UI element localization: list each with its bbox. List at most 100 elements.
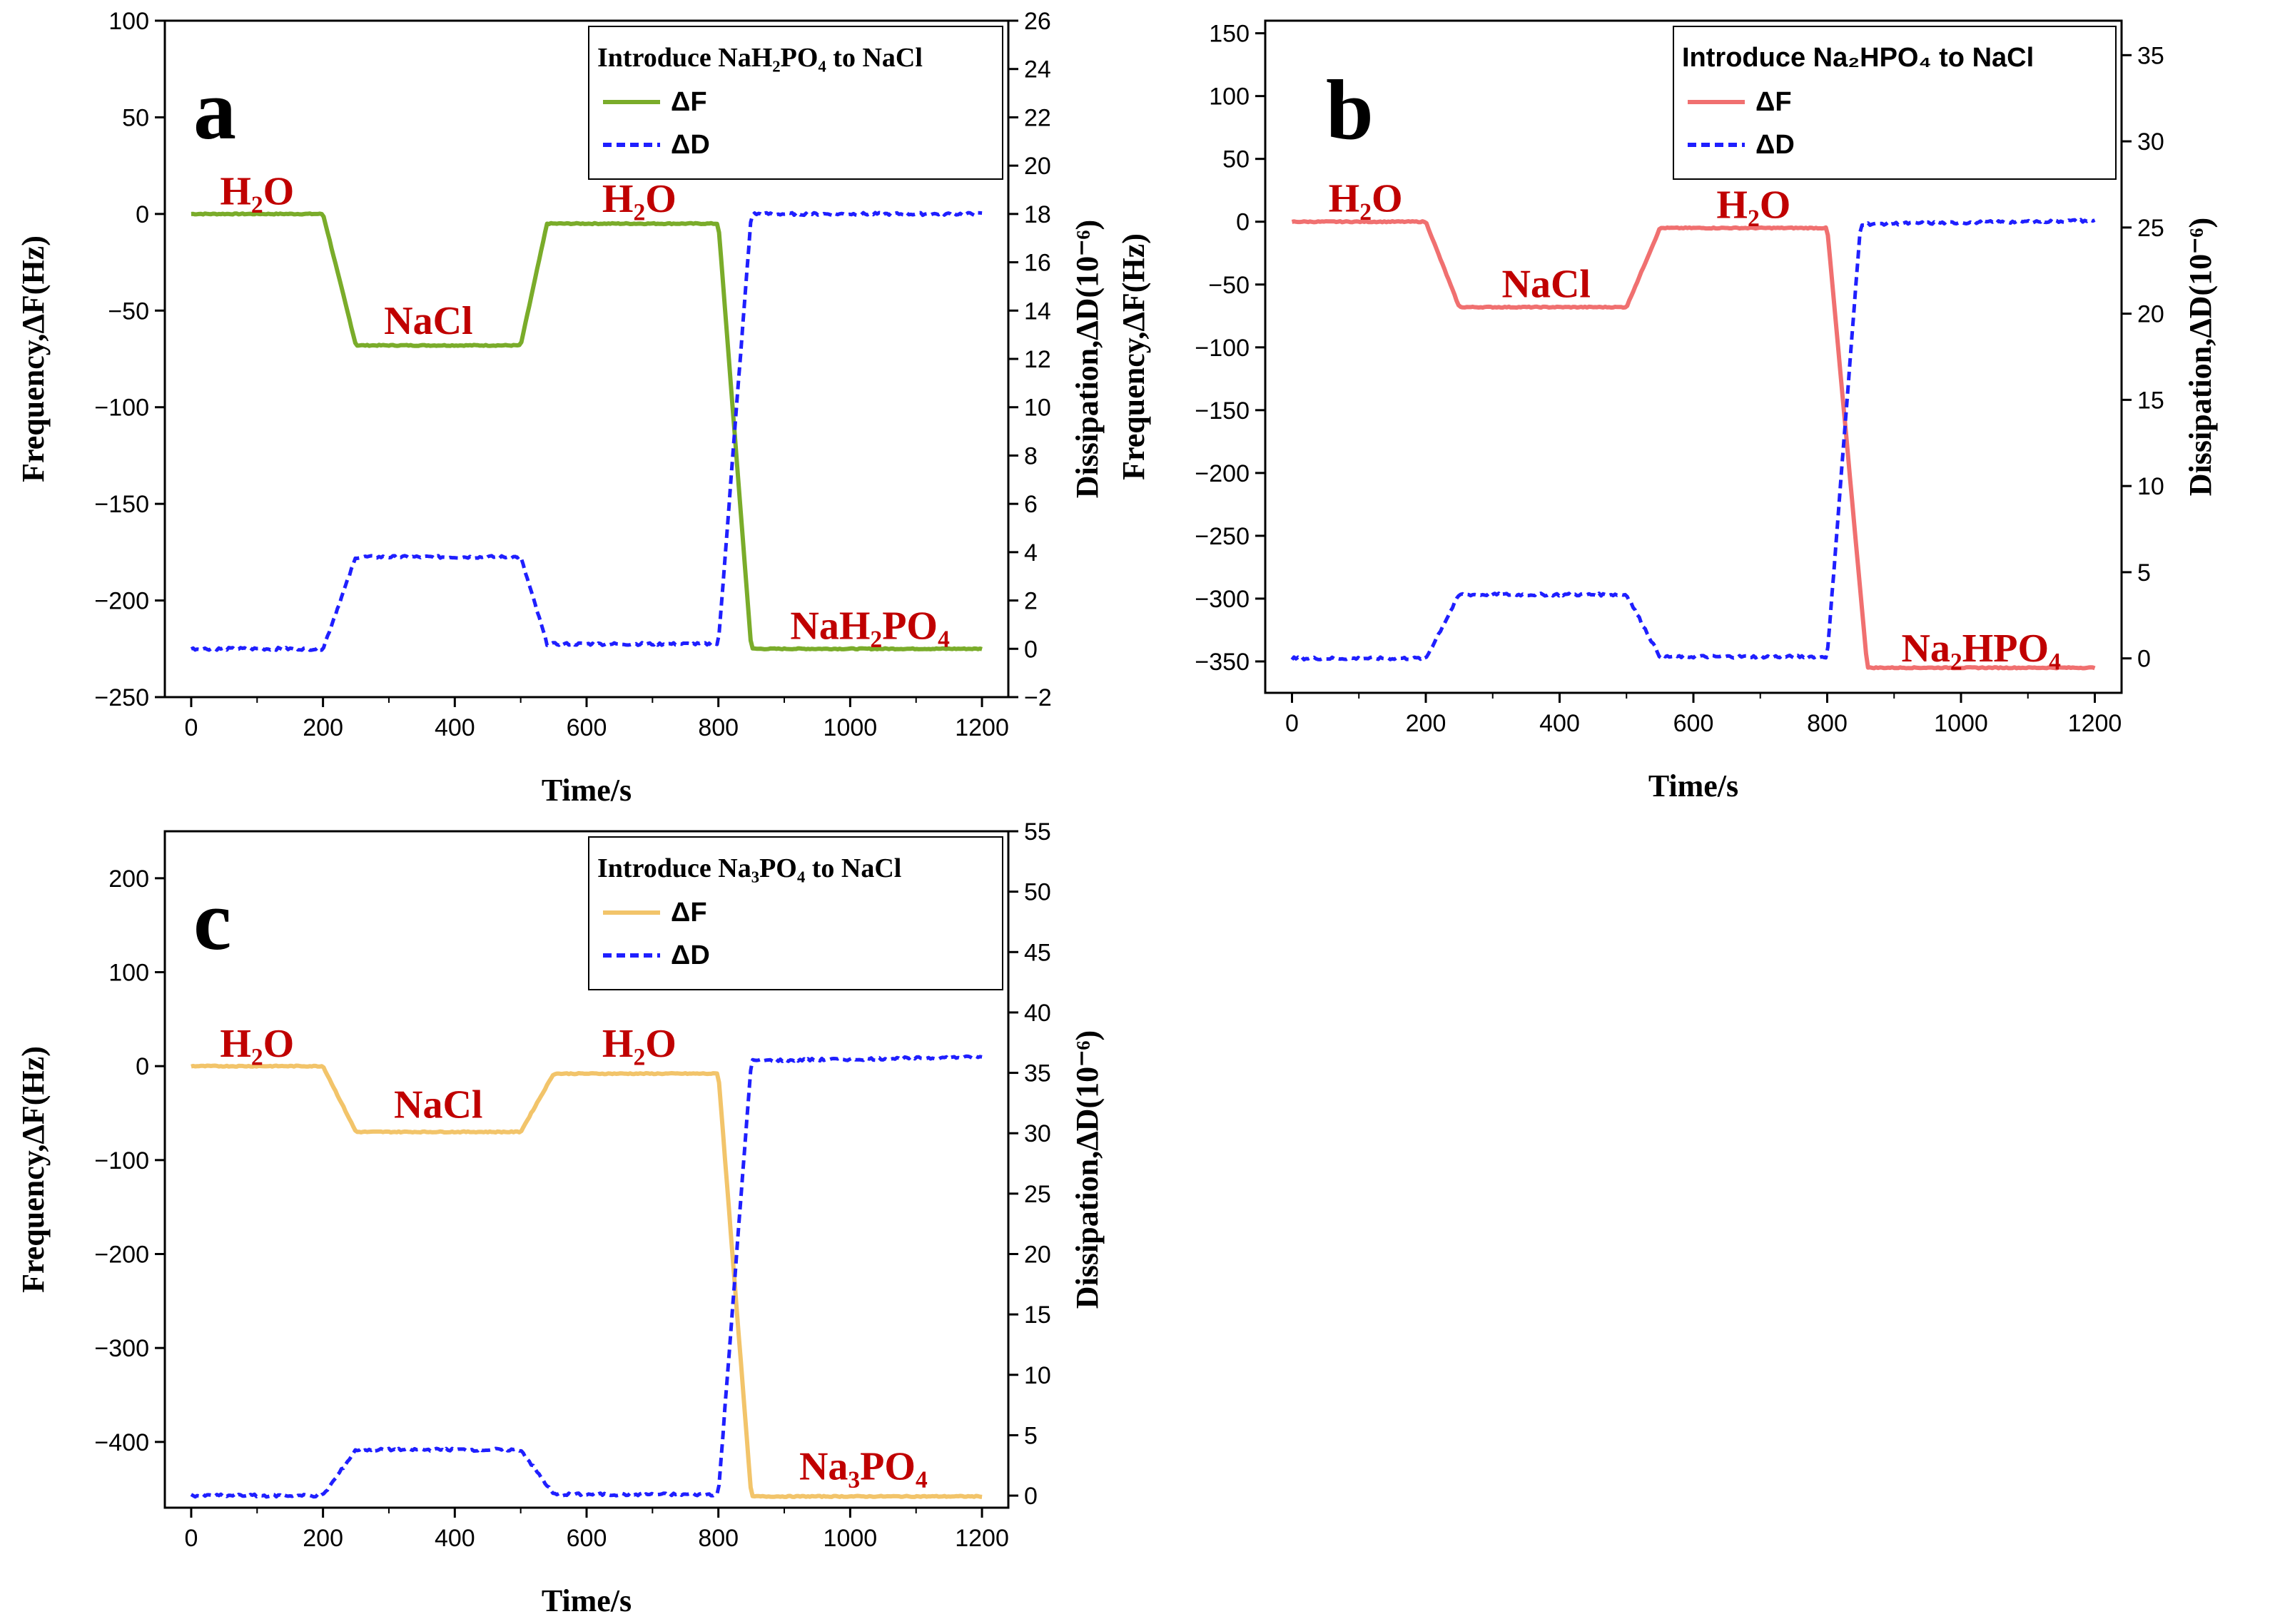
y2-tick-label: 10 <box>2137 473 2164 500</box>
x-tick-label: 600 <box>567 714 607 741</box>
y2-tick-label: −2 <box>1024 684 1052 711</box>
x-tick-label: 200 <box>1406 710 1446 737</box>
x-axis-label: Time/s <box>542 1583 632 1618</box>
y2-tick-label: 16 <box>1024 250 1051 277</box>
legend-box <box>588 836 1003 990</box>
y-tick-label: 0 <box>136 201 149 228</box>
y2-axis-label: Dissipation,ΔD(10⁻⁶) <box>1070 220 1105 498</box>
y2-tick-label: 20 <box>2137 301 2164 328</box>
y-tick-label: 0 <box>1236 209 1250 236</box>
x-tick-label: 400 <box>435 714 475 741</box>
y2-tick-label: 0 <box>2137 646 2151 673</box>
x-tick-label: 1000 <box>824 714 878 741</box>
series-frequency-line <box>1291 219 2096 671</box>
legend-entry: ΔD <box>671 940 710 970</box>
y2-tick-label: 6 <box>1024 491 1038 518</box>
x-tick-label: 1000 <box>1934 710 1988 737</box>
y2-tick-label: 30 <box>1024 1120 1051 1147</box>
x-tick-label: 600 <box>1673 710 1714 737</box>
y-tick-label: 100 <box>108 8 149 35</box>
y-axis-label: Frequency,ΔF(Hz) <box>16 235 51 482</box>
y2-tick-label: 12 <box>1024 346 1051 373</box>
y2-tick-label: 20 <box>1024 1242 1051 1269</box>
legend-title: Introduce Na₃PO₄ to NaCl <box>597 853 901 883</box>
panel-c: 0 200 400 600 800 1000 12002001000−100−200−300… <box>16 818 1105 1618</box>
x-tick-label: 800 <box>1807 710 1848 737</box>
y2-tick-label: 50 <box>1024 879 1051 906</box>
y-tick-label: −300 <box>94 1335 149 1362</box>
y-tick-label: −200 <box>1195 460 1250 487</box>
panel-letter: b <box>1326 62 1374 157</box>
y-tick-label: −350 <box>1195 649 1250 676</box>
x-tick-label: 1200 <box>955 714 1009 741</box>
phase-annotation: NaCl <box>1502 262 1591 306</box>
phase-annotation: H₂O <box>1329 177 1403 221</box>
y-tick-label: 200 <box>108 866 149 893</box>
x-tick-label: 200 <box>303 714 343 741</box>
panel-b: 0 200 400 600 800 1000 1200150100500−50−100−15… <box>1116 19 2218 803</box>
phase-annotation: Na₃PO₄ <box>799 1445 928 1489</box>
x-tick-label: 1200 <box>955 1525 1009 1552</box>
x-tick-label: 200 <box>303 1525 343 1552</box>
y2-tick-label: 25 <box>2137 215 2164 242</box>
y2-tick-label: 20 <box>1024 153 1051 180</box>
y2-tick-label: 26 <box>1024 8 1051 35</box>
y2-tick-label: 30 <box>2137 128 2164 156</box>
phase-annotation: H₂O <box>1716 183 1790 227</box>
x-tick-label: 800 <box>698 1525 739 1552</box>
y2-tick-label: 15 <box>2137 387 2164 414</box>
y-tick-label: −200 <box>94 588 149 615</box>
panel-letter: a <box>193 62 236 157</box>
phase-annotation: H₂O <box>220 169 294 213</box>
y2-tick-label: 2 <box>1024 588 1038 615</box>
y-tick-label: −100 <box>94 395 149 422</box>
legend-entry: ΔF <box>1755 87 1792 117</box>
y2-tick-label: 35 <box>2137 42 2164 69</box>
legend-title: Introduce NaH₂PO₄ to NaCl <box>597 43 923 73</box>
y-tick-label: −250 <box>94 684 149 711</box>
y2-tick-label: 10 <box>1024 395 1051 422</box>
y-tick-label: −150 <box>94 491 149 518</box>
y-axis-label: Frequency,ΔF(Hz) <box>16 1046 51 1293</box>
y-tick-label: −150 <box>1195 397 1250 425</box>
series-dissipation-line <box>190 1054 983 1499</box>
x-tick-label: 400 <box>435 1525 475 1552</box>
legend-title: Introduce Na₂HPO₄ to NaCl <box>1682 43 2034 73</box>
y-axis-label: Frequency,ΔF(Hz) <box>1116 233 1151 480</box>
x-tick-label: 800 <box>698 714 739 741</box>
phase-annotation: Na₂HPO₄ <box>1901 626 2061 671</box>
y-tick-label: −100 <box>1195 335 1250 362</box>
phase-annotation: NaCl <box>384 299 472 343</box>
series-dissipation-line <box>190 210 983 652</box>
y2-tick-label: 5 <box>2137 559 2151 587</box>
y2-tick-label: 40 <box>1024 1000 1051 1027</box>
y-tick-label: 100 <box>108 960 149 987</box>
series-frequency-line <box>191 1063 983 1499</box>
panel-a: 0 200 400 600 800 1000 1200100500−50−100−150−2… <box>16 8 1105 808</box>
y2-tick-label: 18 <box>1024 201 1051 228</box>
y2-tick-label: 35 <box>1024 1060 1051 1087</box>
x-tick-label: 1000 <box>824 1525 878 1552</box>
y-tick-label: 0 <box>136 1053 149 1080</box>
y-tick-label: −50 <box>1208 272 1250 299</box>
x-tick-label: 1200 <box>2068 710 2122 737</box>
y-tick-label: 50 <box>1222 146 1250 173</box>
y2-tick-label: 5 <box>1024 1422 1038 1449</box>
y2-axis-label: Dissipation,ΔD(10⁻⁶) <box>1070 1030 1105 1309</box>
y-tick-label: −400 <box>94 1429 149 1456</box>
y2-tick-label: 15 <box>1024 1301 1051 1329</box>
y-tick-label: −100 <box>94 1147 149 1174</box>
x-tick-label: 0 <box>184 714 198 741</box>
legend-box <box>1673 26 2117 180</box>
y-tick-label: −250 <box>1195 523 1250 550</box>
legend-entry: ΔD <box>1755 130 1795 160</box>
series-frequency-line <box>191 211 983 651</box>
x-tick-label: 0 <box>1285 710 1299 737</box>
x-axis-label: Time/s <box>542 773 632 808</box>
y2-tick-label: 45 <box>1024 939 1051 966</box>
y2-tick-label: 0 <box>1024 1483 1038 1510</box>
y-tick-label: −200 <box>94 1242 149 1269</box>
y2-tick-label: 10 <box>1024 1362 1051 1389</box>
y2-tick-label: 25 <box>1024 1181 1051 1208</box>
